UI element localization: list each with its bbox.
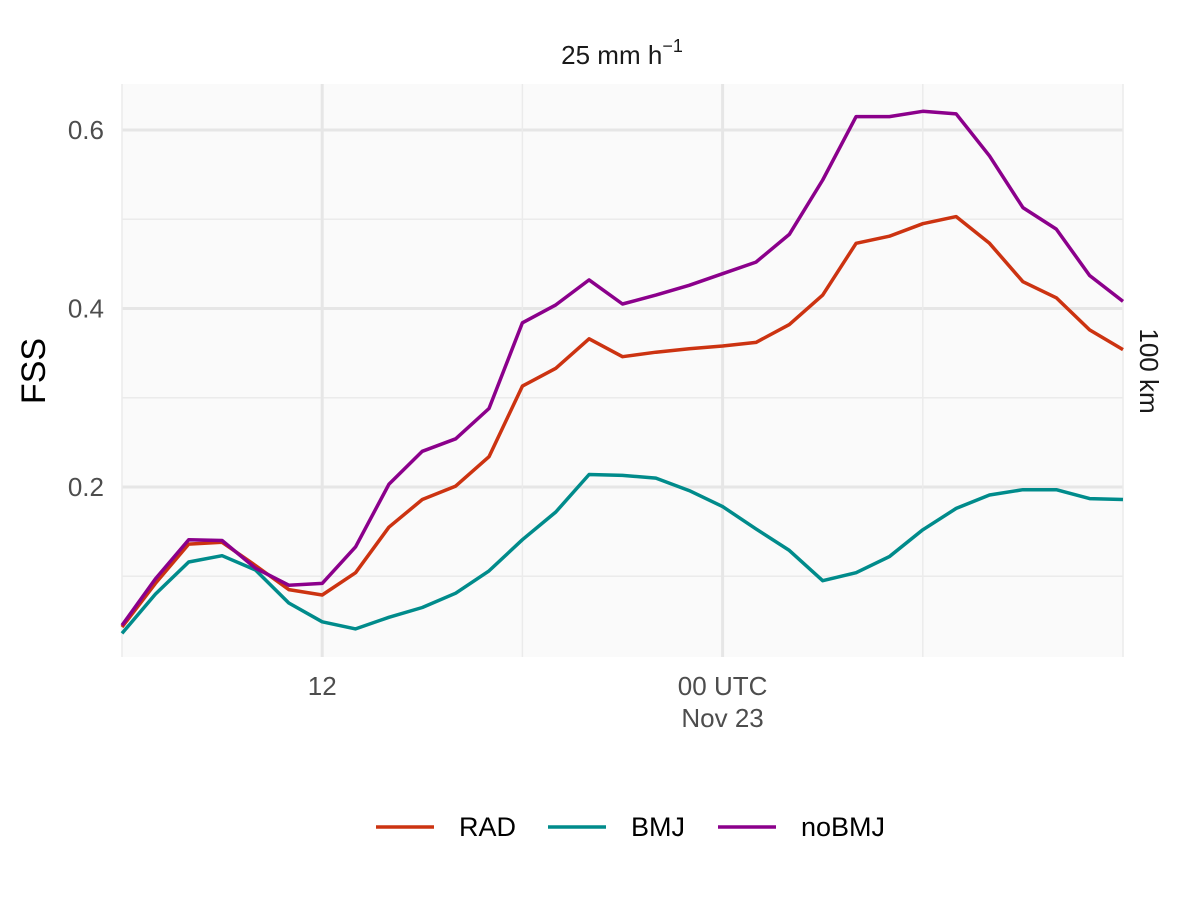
y-tick-label: 0.2	[68, 472, 104, 502]
y-axis-ticks: 0.2 0.4 0.6	[68, 115, 104, 502]
legend-item-rad: RAD	[376, 812, 516, 842]
chart-title-text: 25 mm h	[561, 40, 662, 70]
series-line-nobmj	[120, 109, 1125, 627]
x-tick-label-line: 00 UTC	[678, 671, 768, 701]
legend-label: BMJ	[631, 812, 685, 842]
legend: RAD BMJ noBMJ	[376, 812, 885, 842]
legend-label: noBMJ	[801, 812, 885, 842]
x-tick-label-line: Nov 23	[681, 703, 763, 733]
plot-panel	[122, 84, 1123, 657]
y-axis-title: FSS	[15, 338, 53, 404]
legend-item-nobmj: noBMJ	[718, 812, 885, 842]
x-tick-label-line: 12	[308, 671, 337, 701]
chart-title: 25 mm h−1	[561, 36, 683, 70]
facet-strip-label: 100 km	[1134, 328, 1164, 413]
series-lines	[120, 109, 1125, 635]
grid-lines	[121, 84, 1124, 657]
legend-label: RAD	[459, 812, 516, 842]
x-tick-label: 12	[308, 671, 337, 701]
series-line-rad	[120, 214, 1124, 629]
x-axis-ticks: 12 00 UTC Nov 23	[308, 671, 768, 733]
y-tick-label: 0.4	[68, 294, 104, 324]
y-tick-label: 0.6	[68, 115, 104, 145]
chart-title-superscript: −1	[662, 36, 683, 56]
legend-item-bmj: BMJ	[548, 812, 685, 842]
series-line-bmj	[120, 472, 1124, 635]
x-tick-label: 00 UTC Nov 23	[678, 671, 768, 733]
